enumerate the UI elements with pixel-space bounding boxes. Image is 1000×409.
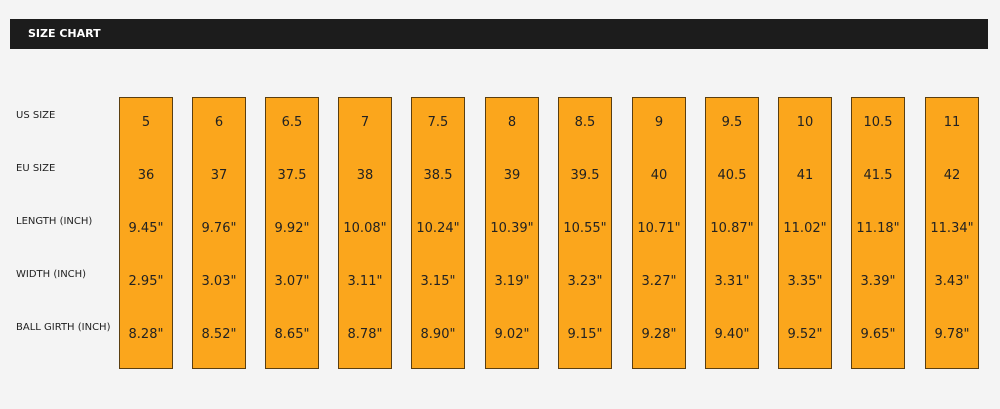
size-column: 7.5 38.5 10.24" 3.15" 8.90" bbox=[411, 97, 465, 369]
size-column: 10 41 11.02" 3.35" 9.52" bbox=[778, 97, 832, 369]
size-value: 37.5 bbox=[277, 168, 307, 183]
size-column: 9 40 10.71" 3.27" 9.28" bbox=[632, 97, 686, 369]
size-column: 9.5 40.5 10.87" 3.31" 9.40" bbox=[705, 97, 759, 369]
size-value: 9 bbox=[654, 115, 664, 130]
size-value: 3.43" bbox=[934, 274, 970, 289]
size-value: 8.65" bbox=[274, 327, 310, 342]
size-value: 3.15" bbox=[420, 274, 456, 289]
size-value: 8 bbox=[507, 115, 517, 130]
size-column: 7 38 10.08" 3.11" 8.78" bbox=[338, 97, 392, 369]
row-label: WIDTH (INCH) bbox=[16, 269, 87, 280]
size-value: 7.5 bbox=[427, 115, 449, 130]
size-value: 9.45" bbox=[128, 221, 164, 236]
size-value: 6 bbox=[214, 115, 224, 130]
size-value: 11.18" bbox=[856, 221, 900, 236]
size-value: 9.5 bbox=[721, 115, 743, 130]
size-value: 3.27" bbox=[641, 274, 677, 289]
row-label: EU SIZE bbox=[16, 163, 56, 174]
size-value: 9.65" bbox=[860, 327, 896, 342]
size-value: 9.76" bbox=[201, 221, 237, 236]
size-value: 3.07" bbox=[274, 274, 310, 289]
size-value: 41.5 bbox=[863, 168, 893, 183]
row-label: US SIZE bbox=[16, 110, 56, 121]
size-value: 8.90" bbox=[420, 327, 456, 342]
size-value: 9.40" bbox=[714, 327, 750, 342]
size-column: 11 42 11.34" 3.43" 9.78" bbox=[925, 97, 979, 369]
size-value: 39 bbox=[503, 168, 521, 183]
size-value: 41 bbox=[796, 168, 814, 183]
size-value: 5 bbox=[141, 115, 151, 130]
size-value: 38.5 bbox=[423, 168, 453, 183]
size-value: 3.19" bbox=[494, 274, 530, 289]
size-value: 3.23" bbox=[567, 274, 603, 289]
size-column: 5 36 9.45" 2.95" 8.28" bbox=[119, 97, 173, 369]
size-value: 9.78" bbox=[934, 327, 970, 342]
size-value: 8.52" bbox=[201, 327, 237, 342]
size-value: 7 bbox=[360, 115, 370, 130]
size-value: 10.08" bbox=[343, 221, 387, 236]
size-value: 9.52" bbox=[787, 327, 823, 342]
size-value: 2.95" bbox=[128, 274, 164, 289]
size-value: 10.24" bbox=[416, 221, 460, 236]
size-value: 40.5 bbox=[717, 168, 747, 183]
size-value: 9.15" bbox=[567, 327, 603, 342]
size-value: 10.87" bbox=[710, 221, 754, 236]
size-value: 8.28" bbox=[128, 327, 164, 342]
size-value: 10.71" bbox=[637, 221, 681, 236]
size-value: 36 bbox=[137, 168, 155, 183]
size-value: 3.35" bbox=[787, 274, 823, 289]
row-label: LENGTH (INCH) bbox=[16, 216, 93, 227]
size-value: 37 bbox=[210, 168, 228, 183]
size-value: 9.28" bbox=[641, 327, 677, 342]
size-value: 39.5 bbox=[570, 168, 600, 183]
size-value: 3.39" bbox=[860, 274, 896, 289]
size-value: 9.02" bbox=[494, 327, 530, 342]
size-value: 10 bbox=[796, 115, 814, 130]
size-value: 11.02" bbox=[783, 221, 827, 236]
size-column: 10.5 41.5 11.18" 3.39" 9.65" bbox=[851, 97, 905, 369]
size-value: 11.34" bbox=[930, 221, 974, 236]
size-value: 9.92" bbox=[274, 221, 310, 236]
size-column: 6.5 37.5 9.92" 3.07" 8.65" bbox=[265, 97, 319, 369]
row-label: BALL GIRTH (INCH) bbox=[16, 322, 111, 333]
size-value: 10.55" bbox=[563, 221, 607, 236]
size-value: 10.5 bbox=[863, 115, 893, 130]
size-value: 3.31" bbox=[714, 274, 750, 289]
size-column: 8.5 39.5 10.55" 3.23" 9.15" bbox=[558, 97, 612, 369]
size-value: 10.39" bbox=[490, 221, 534, 236]
size-column: 8 39 10.39" 3.19" 9.02" bbox=[485, 97, 539, 369]
header-title: SIZE CHART bbox=[28, 27, 101, 40]
size-value: 3.03" bbox=[201, 274, 237, 289]
size-value: 8.78" bbox=[347, 327, 383, 342]
header-bar: SIZE CHART bbox=[10, 19, 988, 49]
size-value: 8.5 bbox=[574, 115, 596, 130]
size-value: 42 bbox=[943, 168, 961, 183]
size-value: 11 bbox=[943, 115, 961, 130]
size-value: 40 bbox=[650, 168, 668, 183]
size-value: 6.5 bbox=[281, 115, 303, 130]
size-value: 3.11" bbox=[347, 274, 383, 289]
size-value: 38 bbox=[356, 168, 374, 183]
size-column: 6 37 9.76" 3.03" 8.52" bbox=[192, 97, 246, 369]
